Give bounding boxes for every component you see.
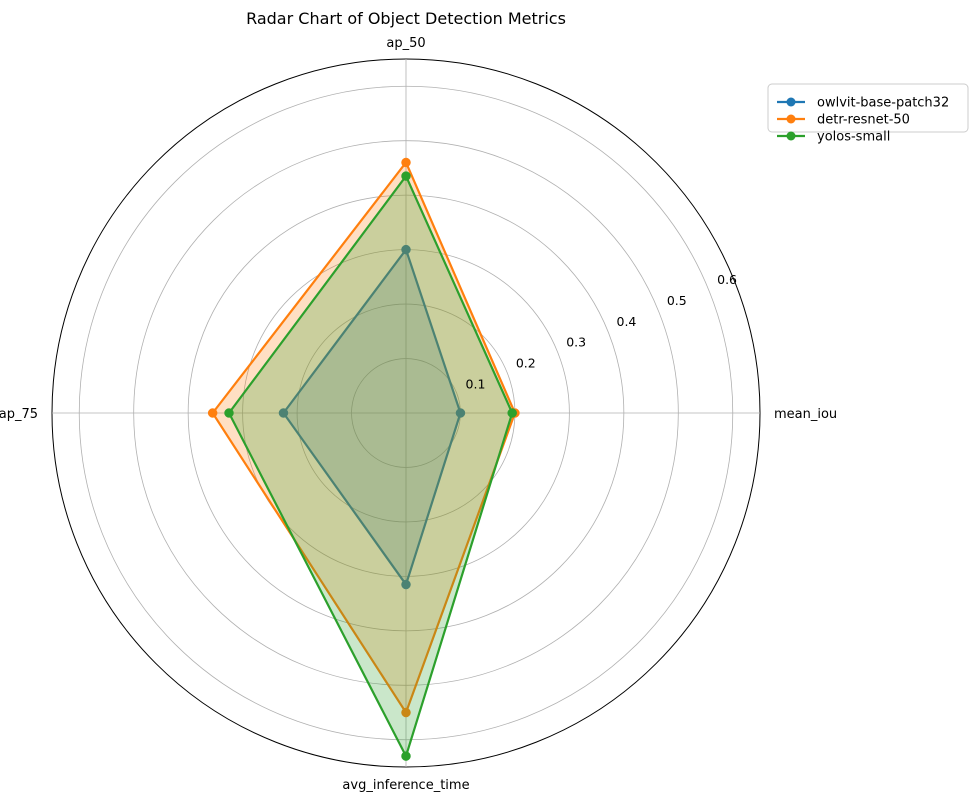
series-point-2-mean_iou <box>507 408 517 418</box>
r-tick-label-2: 0.2 <box>516 355 536 370</box>
series-point-2-avg_inference_time <box>401 751 411 761</box>
axis-label-ap_50: ap_50 <box>386 36 425 51</box>
series-point-2-ap_75 <box>224 408 234 418</box>
series-fill-0 <box>283 249 461 585</box>
legend-items: owlvit-base-patch32 detr-resnet-50 yolos-s… <box>777 96 949 145</box>
series-fill-2 <box>229 176 513 757</box>
series-point-0-mean_iou <box>455 408 466 418</box>
legend-label-0: owlvit-base-patch32 <box>817 96 949 111</box>
legend-box <box>767 83 969 133</box>
series-point-0-ap_50 <box>401 244 411 255</box>
r-tick-label-1: 0.1 <box>466 376 486 391</box>
series-point-1-ap_50 <box>401 157 411 168</box>
r-tick-label-6: 0.6 <box>717 272 737 287</box>
series-point-0-avg_inference_time <box>401 579 411 590</box>
axis-label-avg_inference_time: avg_inference_time <box>342 778 469 793</box>
series-fill-1 <box>212 162 515 713</box>
axis-labels: mean_iou ap_50 ap_75 avg_inference_time <box>0 36 837 793</box>
legend: owlvit-base-patch32 detr-resnet-50 yolos-s… <box>767 83 969 145</box>
r-tick-label-3: 0.3 <box>566 335 586 350</box>
legend-marker-1 <box>786 114 796 124</box>
series-point-0-ap_75 <box>278 408 289 418</box>
series-point-2-ap_50 <box>401 171 411 181</box>
chart-title: Radar Chart of Object Detection Metrics <box>246 9 566 28</box>
series-point-1-avg_inference_time <box>401 707 411 718</box>
axis-label-ap_75: ap_75 <box>0 407 38 422</box>
axis-label-mean_iou: mean_iou <box>774 407 837 422</box>
legend-label-1: detr-resnet-50 <box>817 113 910 128</box>
series-point-1-ap_75 <box>207 408 218 418</box>
r-tick-label-5: 0.5 <box>667 293 687 308</box>
series-layer <box>207 157 520 761</box>
legend-marker-2 <box>786 131 796 141</box>
r-tick-label-4: 0.4 <box>617 314 637 329</box>
legend-marker-0 <box>786 97 796 107</box>
legend-label-2: yolos-small <box>817 130 890 145</box>
radial-tick-labels: 0.1 0.2 0.3 0.4 0.5 0.6 <box>466 272 738 391</box>
